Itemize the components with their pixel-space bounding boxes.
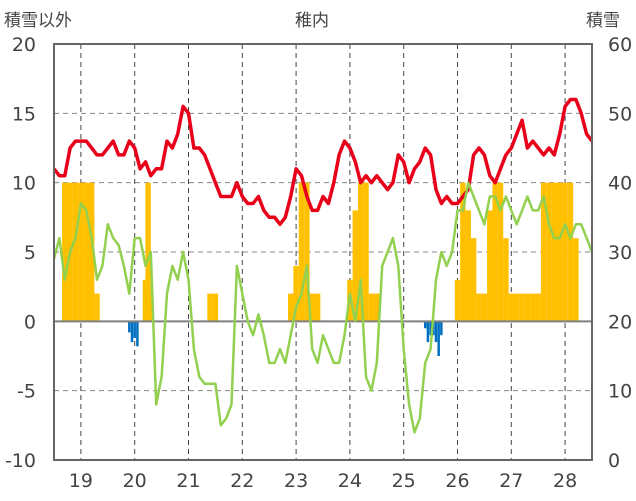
y-left-tick-label: -5	[17, 381, 36, 403]
bar	[492, 182, 498, 322]
y-right-tick-label: 0	[608, 450, 620, 472]
bar	[363, 182, 369, 322]
bar	[423, 321, 427, 329]
bar	[535, 293, 541, 322]
x-tick-label: 26	[445, 470, 469, 492]
series-line-other	[52, 181, 594, 434]
bar	[551, 182, 558, 322]
bar	[530, 293, 536, 322]
bar	[133, 321, 136, 338]
bar	[487, 210, 493, 322]
x-tick-label: 22	[230, 470, 254, 492]
bar	[513, 293, 520, 322]
x-tick-label: 21	[176, 470, 200, 492]
bar	[519, 293, 525, 322]
left-axis-title: 積雪以外	[4, 11, 72, 31]
y-right-tick-label: 30	[608, 242, 632, 264]
bar	[304, 182, 310, 322]
y-right-tick-label: 20	[608, 311, 632, 333]
bar	[434, 321, 438, 343]
bar	[212, 293, 219, 322]
bar	[557, 182, 563, 322]
x-tick-label: 24	[338, 470, 362, 492]
bar	[314, 293, 321, 322]
bar	[293, 265, 299, 322]
bar	[437, 321, 440, 356]
x-tick-label: 25	[392, 470, 416, 492]
bar	[374, 293, 380, 322]
bar	[78, 182, 84, 322]
bar	[130, 321, 134, 343]
bar	[454, 279, 461, 322]
bar	[503, 238, 509, 322]
bar	[540, 182, 547, 322]
x-tick-label: 23	[284, 470, 308, 492]
bar	[136, 321, 139, 347]
bar	[497, 182, 504, 322]
y-left-tick-label: 20	[12, 34, 36, 56]
bar	[357, 182, 364, 322]
y-left-tick-label: 0	[24, 311, 36, 333]
bar	[207, 293, 213, 322]
y-right-tick-label: 10	[608, 381, 632, 403]
bar	[524, 293, 531, 322]
x-tick-label: 19	[69, 470, 93, 492]
x-tick-label: 27	[499, 470, 523, 492]
bar	[94, 293, 100, 322]
bar	[562, 182, 568, 322]
bar	[546, 182, 552, 322]
y-right-tick-label: 50	[608, 103, 632, 125]
bar	[573, 238, 579, 322]
bar	[145, 182, 151, 322]
y-right-tick-label: 60	[608, 34, 632, 56]
y-left-tick-label: -10	[5, 450, 36, 472]
bar	[465, 210, 471, 322]
bar	[88, 182, 95, 322]
series-line-snow-depth	[52, 97, 594, 227]
chart-title: 稚内	[295, 11, 329, 31]
bar	[460, 182, 466, 322]
y-left-tick-label: 15	[12, 103, 36, 125]
x-tick-label: 20	[123, 470, 147, 492]
bar	[128, 321, 131, 333]
bar	[83, 182, 89, 322]
bar	[481, 293, 488, 322]
bar	[309, 293, 315, 322]
bar	[62, 182, 68, 322]
bar	[148, 293, 154, 322]
bar	[429, 321, 432, 336]
bar	[298, 182, 305, 322]
bar	[352, 210, 358, 322]
bar	[476, 293, 482, 322]
plot-frame	[53, 43, 593, 461]
bar	[440, 321, 443, 336]
bar	[288, 293, 294, 322]
right-axis-title: 積雪	[586, 11, 620, 31]
bar	[567, 182, 574, 322]
y-left-tick-label: 10	[12, 173, 36, 195]
y-left-tick-label: 5	[24, 242, 36, 264]
bar	[72, 182, 79, 322]
y-right-tick-label: 40	[608, 173, 632, 195]
bar	[426, 321, 430, 343]
bar	[508, 293, 514, 322]
bar	[470, 238, 477, 322]
x-tick-label: 28	[553, 470, 577, 492]
bar	[368, 293, 375, 322]
